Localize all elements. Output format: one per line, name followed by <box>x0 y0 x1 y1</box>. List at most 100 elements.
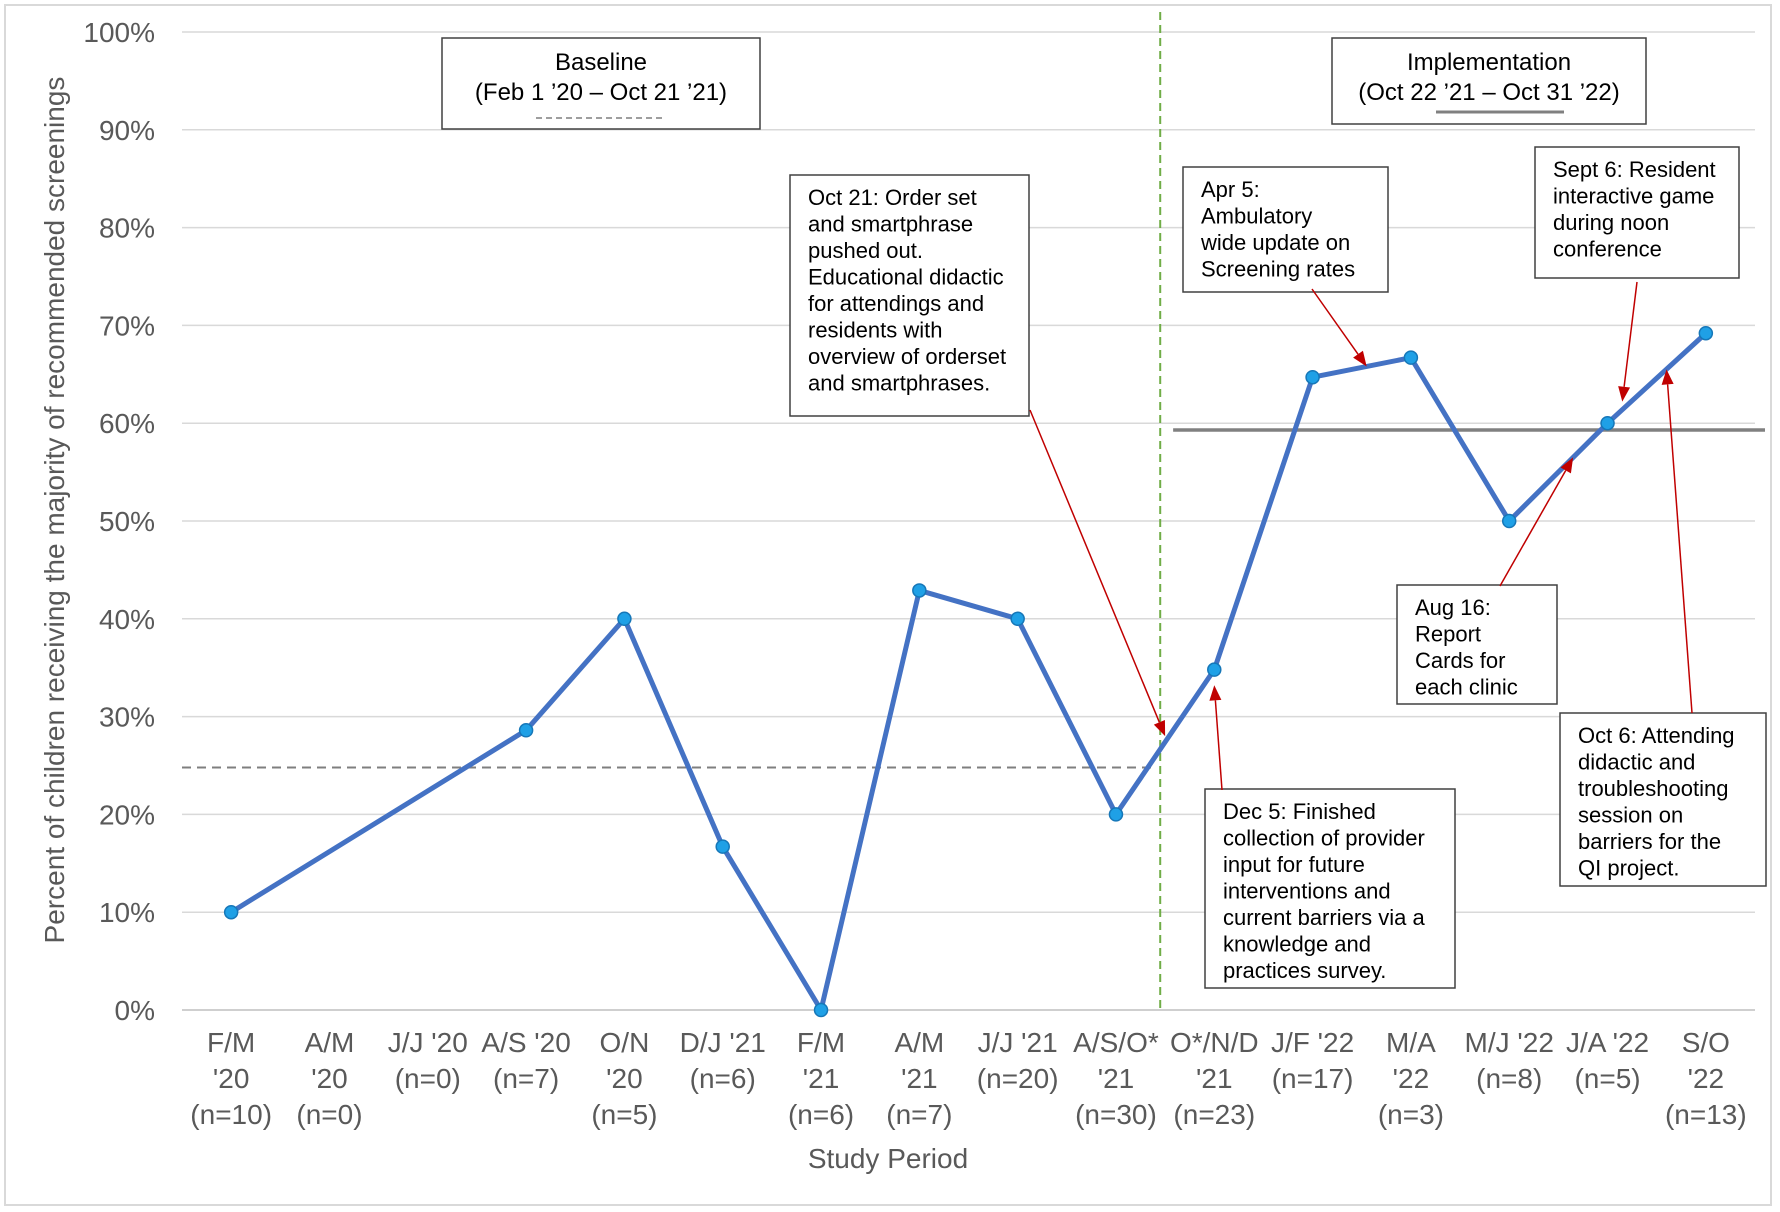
data-point <box>1600 415 1615 431</box>
baseline-box <box>441 37 761 130</box>
x-tick-label: M/A '22 (n=3) <box>1378 1027 1444 1130</box>
apr5-line: Screening rates <box>1201 257 1355 282</box>
x-tick-line: (n=6) <box>690 1063 756 1094</box>
x-tick-line: '20 <box>213 1063 250 1094</box>
data-point <box>1403 350 1419 365</box>
annotation-arrows <box>1029 281 1693 791</box>
x-tick-line: (n=7) <box>886 1099 952 1130</box>
oct21-line: pushed out. <box>808 238 923 263</box>
x-tick-line: (n=30) <box>1075 1099 1157 1130</box>
sept6-line: Sept 6: Resident <box>1553 157 1716 182</box>
implementation-text: Implementation (Oct 22 ’21 – Oct 31 ’22) <box>1358 49 1619 106</box>
x-tick-label: D/J '21 (n=6) <box>680 1027 766 1094</box>
x-tick-line: '22 <box>1393 1063 1430 1094</box>
y-axis-title: Percent of children receiving the majori… <box>39 77 70 944</box>
data-point <box>1207 662 1222 677</box>
x-tick-line: M/A <box>1386 1027 1436 1058</box>
y-tick-label: 80% <box>99 213 155 244</box>
x-tick-label: J/J '21 (n=20) <box>977 1027 1059 1094</box>
y-tick-label: 40% <box>99 604 155 635</box>
oct6-arrow-head <box>1661 369 1674 385</box>
oct21-text: Oct 21: Order set and smartphrase pushed o… <box>808 185 1006 396</box>
x-tick-line: O/N <box>600 1027 650 1058</box>
dec5-line: interventions and <box>1223 879 1391 904</box>
dec5-box <box>1204 788 1456 989</box>
x-tick-line: (n=23) <box>1173 1099 1255 1130</box>
x-tick-line: (n=5) <box>1574 1063 1640 1094</box>
aug16-line: Report <box>1415 622 1481 647</box>
oct21-line: Oct 21: Order set <box>808 185 977 210</box>
x-axis-title: Study Period <box>808 1143 968 1174</box>
aug16-line: Cards for <box>1415 648 1505 673</box>
x-tick-label: J/J '20 (n=0) <box>388 1027 468 1094</box>
x-tick-line: '21 <box>901 1063 938 1094</box>
dec5-arrow-head <box>1209 685 1222 701</box>
oct6-line: didactic and <box>1578 750 1695 775</box>
x-tick-label: M/J '22 (n=8) <box>1465 1027 1554 1094</box>
x-tick-line: '21 <box>803 1063 840 1094</box>
aug16-arrow-line <box>1499 470 1567 587</box>
dec5-text: Dec 5: Finished collection of provider inp… <box>1223 799 1426 983</box>
x-tick-label: F/M '20 (n=10) <box>190 1027 272 1130</box>
x-tick-line: (n=0) <box>296 1099 362 1130</box>
x-axis-ticks: F/M '20 (n=10) A/M '20 (n=0) J/J '20 (n=0) A/S '… <box>190 1027 1746 1130</box>
y-tick-label: 70% <box>99 310 155 341</box>
aug16-arrow-head <box>1560 457 1574 474</box>
x-tick-label: A/S '20 (n=7) <box>481 1027 570 1094</box>
aug16-line: each clinic <box>1415 675 1518 700</box>
x-tick-line: A/S '20 <box>481 1027 570 1058</box>
implementation-box <box>1331 37 1647 125</box>
x-tick-line: J/J '20 <box>388 1027 468 1058</box>
x-tick-label: O/N '20 (n=5) <box>591 1027 657 1130</box>
y-tick-label: 0% <box>115 995 155 1026</box>
dec5-line: knowledge and <box>1223 932 1371 957</box>
data-point <box>813 1002 829 1018</box>
baseline-text: Baseline (Feb 1 ’20 – Oct 21 ’21) <box>475 49 727 106</box>
dec5-line: practices survey. <box>1223 958 1386 983</box>
y-tick-label: 20% <box>99 799 155 830</box>
x-tick-line: D/J '21 <box>680 1027 766 1058</box>
x-tick-line: M/J '22 <box>1465 1027 1554 1058</box>
oct6-line: Oct 6: Attending <box>1578 723 1735 748</box>
x-tick-line: (n=8) <box>1476 1063 1542 1094</box>
data-point <box>715 839 730 854</box>
x-tick-line: S/O <box>1682 1027 1730 1058</box>
x-tick-label: J/A '22 (n=5) <box>1566 1027 1649 1094</box>
baseline-line: Baseline <box>555 49 647 76</box>
oct6-box <box>1559 712 1767 887</box>
data-point <box>1501 513 1517 529</box>
data-point <box>223 904 239 920</box>
x-tick-line: F/M <box>797 1027 845 1058</box>
x-tick-line: '21 <box>1098 1063 1135 1094</box>
sept6-arrow-line <box>1623 281 1638 387</box>
dec5-line: current barriers via a <box>1223 905 1426 930</box>
oct6-line: QI project. <box>1578 856 1679 881</box>
x-tick-line: A/S/O* <box>1073 1027 1159 1058</box>
data-point <box>912 583 927 598</box>
data-point <box>1010 611 1025 627</box>
apr5-text: Apr 5: Ambulatory wide update on Screening … <box>1200 177 1355 282</box>
series <box>223 325 1714 1018</box>
x-tick-label: J/F '22 (n=17) <box>1271 1027 1354 1094</box>
x-tick-line: (n=10) <box>190 1099 272 1130</box>
oct6-line: troubleshooting <box>1578 776 1728 801</box>
oct21-line: residents with <box>808 318 943 343</box>
y-tick-label: 10% <box>99 897 155 928</box>
oct6-line: session on <box>1578 803 1683 828</box>
dec5-arrow-line <box>1214 700 1223 791</box>
x-tick-line: J/A '22 <box>1566 1027 1649 1058</box>
x-tick-line: (n=13) <box>1665 1099 1747 1130</box>
apr5-arrow-line <box>1311 288 1359 355</box>
implementation-line: (Oct 22 ’21 – Oct 31 ’22) <box>1358 79 1619 106</box>
data-point <box>1108 807 1124 822</box>
x-tick-line: (n=17) <box>1272 1063 1354 1094</box>
x-tick-line: A/M <box>305 1027 355 1058</box>
x-tick-label: A/M '21 (n=7) <box>886 1027 952 1130</box>
oct21-line: overview of orderset <box>808 344 1006 369</box>
oct21-arrow-line <box>1029 409 1161 723</box>
x-tick-line: A/M <box>894 1027 944 1058</box>
x-tick-line: (n=5) <box>591 1099 657 1130</box>
x-tick-line: '21 <box>1196 1063 1233 1094</box>
apr5-line: wide update on <box>1200 230 1350 255</box>
